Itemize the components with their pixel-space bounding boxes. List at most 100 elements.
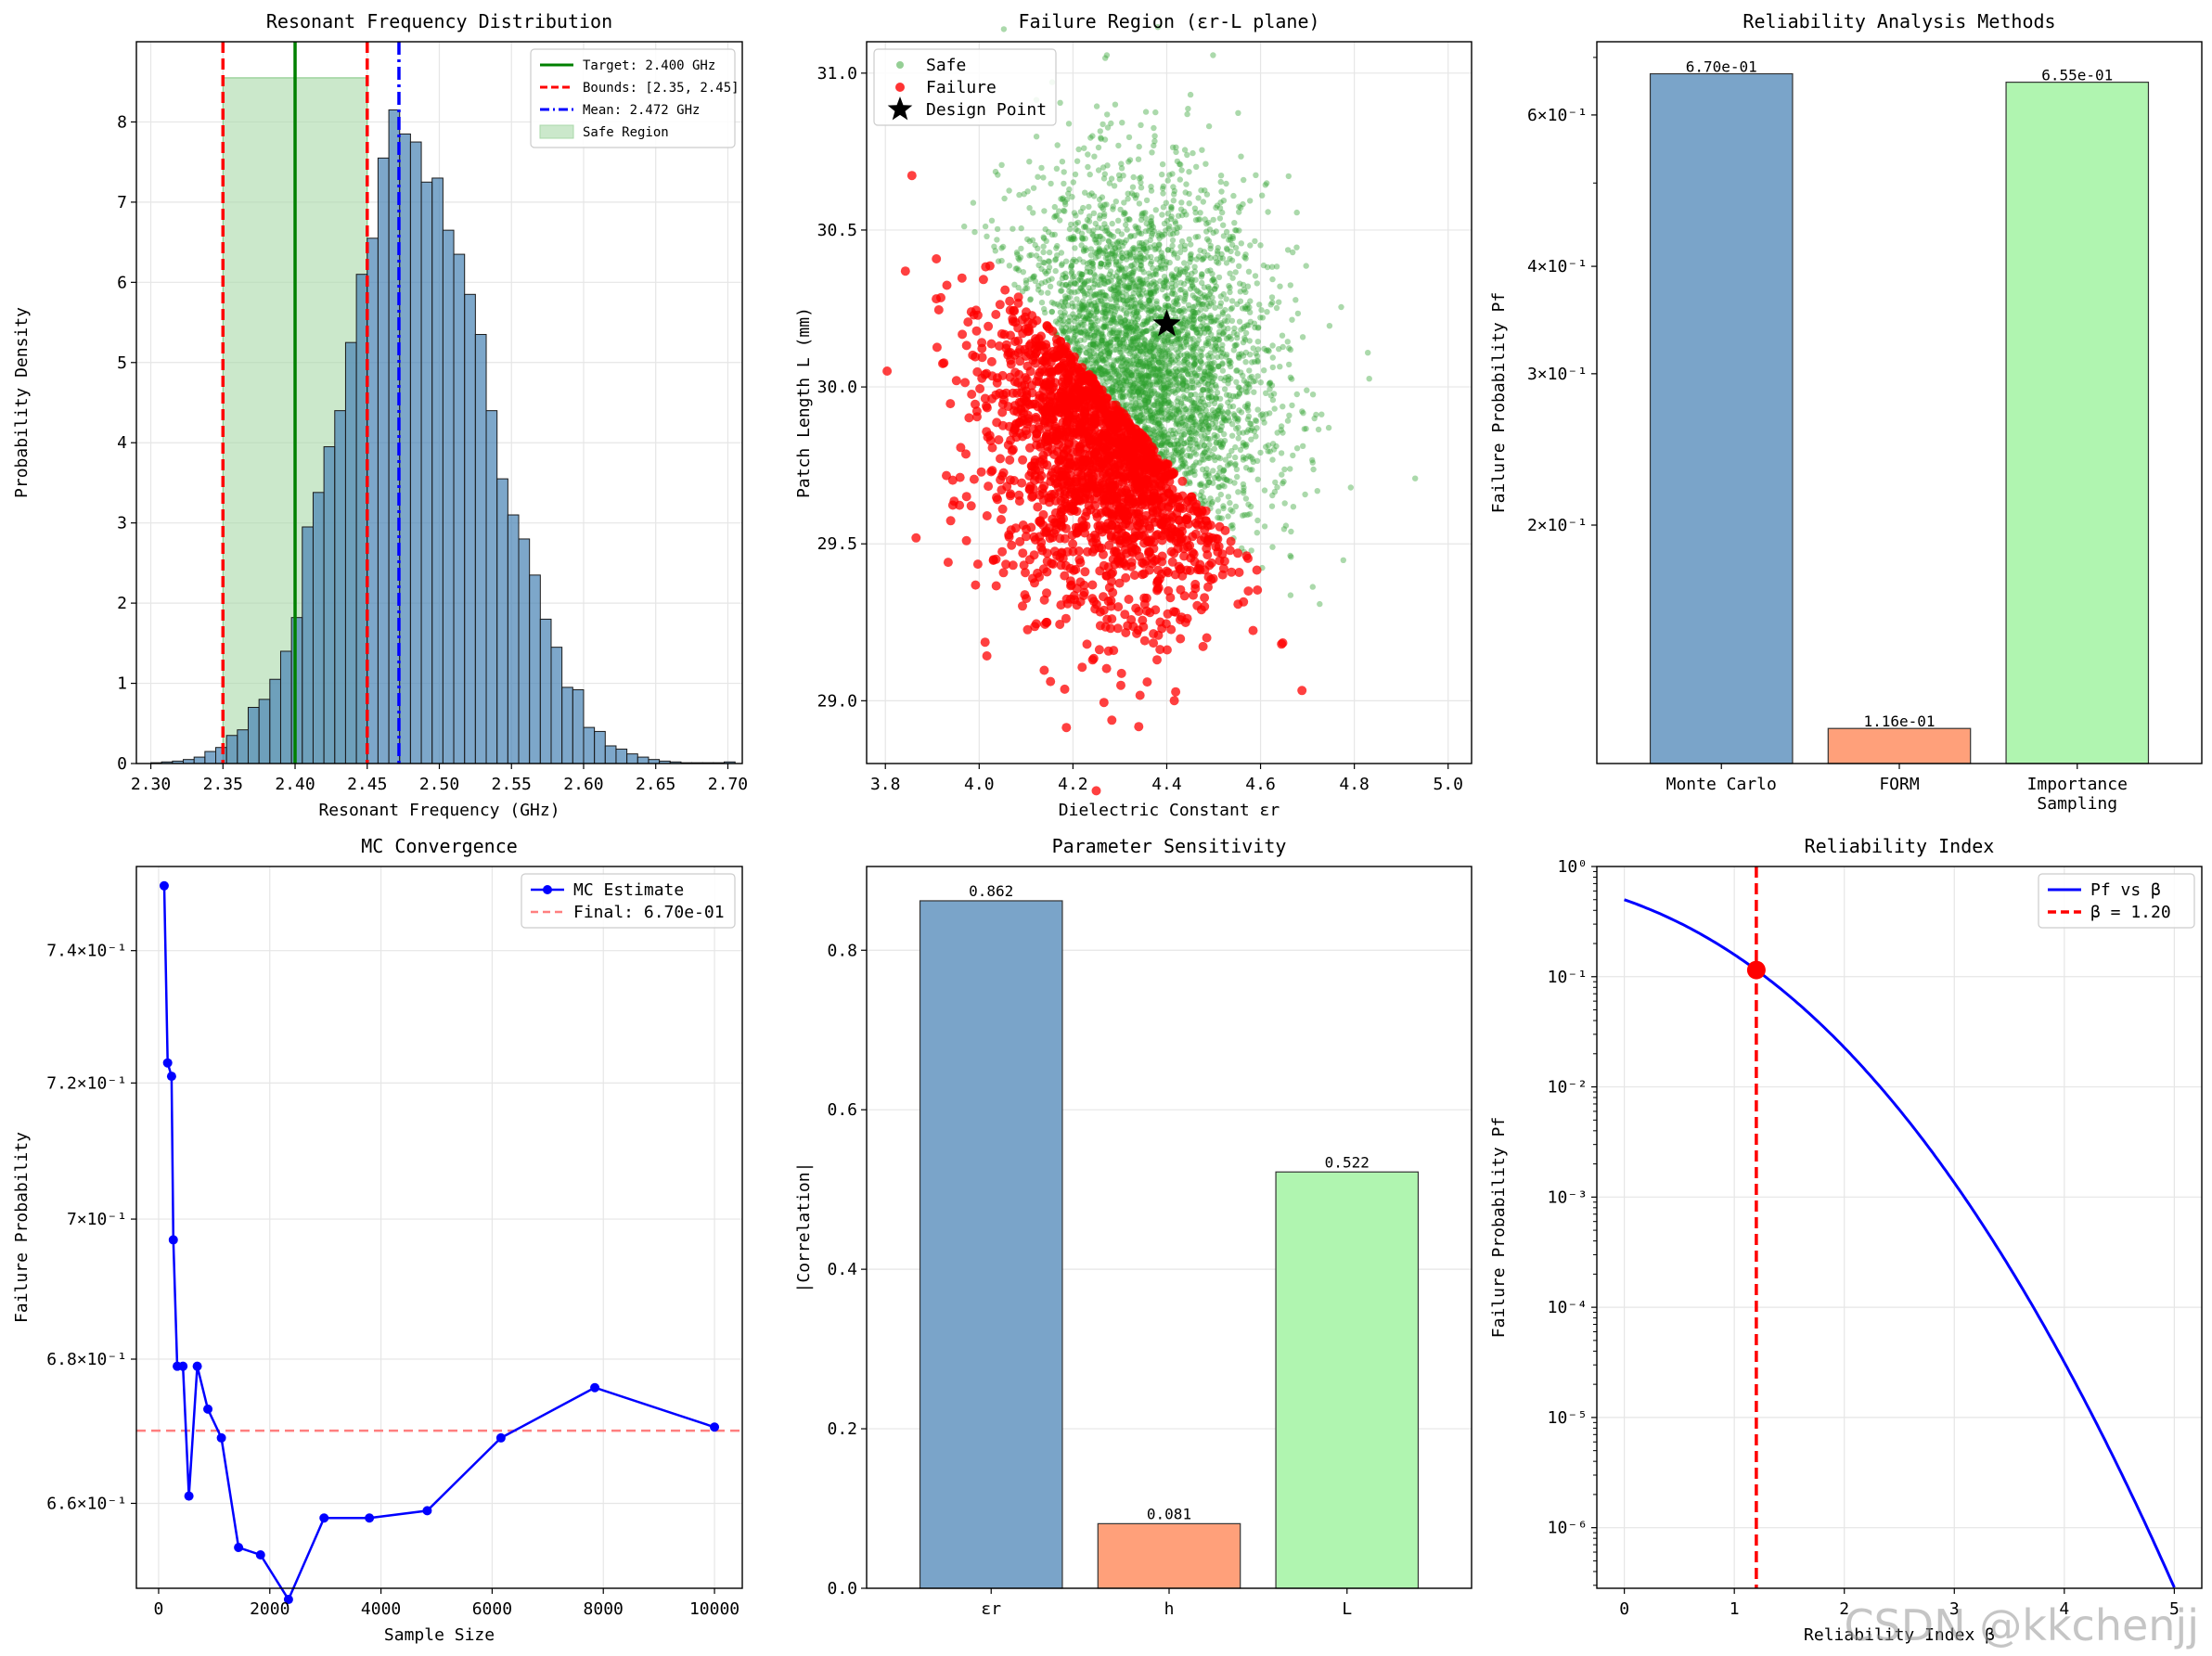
safe-point: [1174, 368, 1180, 375]
safe-point: [1095, 281, 1101, 289]
safe-point: [1161, 283, 1168, 289]
safe-point: [1263, 390, 1269, 396]
safe-point: [1109, 274, 1116, 280]
histogram-bar: [269, 678, 281, 764]
safe-point: [1149, 222, 1155, 229]
safe-point: [1153, 271, 1160, 277]
safe-point: [1243, 465, 1250, 471]
safe-point: [1098, 366, 1104, 372]
safe-point: [1119, 360, 1125, 366]
safe-point: [1102, 323, 1110, 329]
failure-point: [1129, 533, 1139, 543]
safe-point: [1207, 301, 1215, 307]
safe-point: [1132, 286, 1138, 293]
safe-point: [1216, 404, 1224, 411]
safe-point: [1211, 375, 1217, 381]
safe-point: [1006, 187, 1012, 194]
safe-point: [1280, 343, 1286, 351]
safe-point: [1181, 352, 1188, 358]
safe-point: [1252, 273, 1259, 279]
safe-point: [1085, 163, 1091, 171]
safe-point: [1089, 133, 1096, 139]
safe-point: [1139, 287, 1147, 293]
histogram-bar: [323, 446, 336, 764]
safe-point: [1138, 361, 1144, 368]
safe-point: [1138, 262, 1144, 268]
safe-point: [1183, 439, 1190, 445]
safe-point: [1135, 385, 1141, 392]
safe-point: [1216, 483, 1223, 491]
safe-point: [1231, 342, 1238, 349]
safe-point: [1103, 346, 1111, 353]
safe-point: [1062, 270, 1069, 276]
safe-point: [1121, 211, 1127, 218]
safe-point: [1158, 399, 1165, 405]
safe-point: [1130, 289, 1138, 297]
safe-point: [1193, 163, 1200, 170]
safe-point: [1167, 427, 1175, 434]
safe-point: [1071, 334, 1077, 340]
safe-point: [1246, 338, 1254, 344]
safe-point: [1241, 442, 1249, 448]
safe-point: [1176, 360, 1182, 366]
safe-point: [1184, 110, 1190, 118]
safe-point: [1112, 253, 1118, 260]
safe-point: [1209, 277, 1215, 284]
safe-point: [1101, 221, 1108, 227]
safe-point: [1100, 366, 1106, 373]
safe-point: [1277, 283, 1283, 289]
safe-point: [1192, 309, 1199, 316]
safe-point: [1171, 251, 1177, 258]
safe-point: [1189, 270, 1195, 277]
safe-point: [1241, 490, 1247, 496]
safe-point: [1111, 183, 1118, 189]
safe-point: [1182, 290, 1190, 298]
safe-point: [1206, 472, 1213, 479]
safe-point: [1202, 329, 1208, 336]
safe-point: [1045, 268, 1052, 275]
safe-point: [1223, 476, 1230, 483]
safe-point: [1107, 370, 1114, 377]
safe-point: [1145, 309, 1152, 315]
safe-point: [1148, 187, 1155, 194]
failure-point: [1139, 635, 1150, 646]
safe-point: [1122, 210, 1128, 217]
safe-point: [1164, 284, 1171, 291]
safe-point: [1159, 448, 1165, 455]
safe-point: [1301, 426, 1308, 432]
safe-point: [1181, 268, 1189, 276]
histogram-bar: [464, 293, 476, 764]
safe-point: [1052, 212, 1059, 219]
safe-point: [1129, 336, 1137, 343]
safe-point: [1114, 285, 1122, 291]
safe-point: [1118, 238, 1125, 246]
safe-point: [1038, 299, 1046, 306]
safe-point: [1132, 330, 1139, 337]
safe-point: [1133, 335, 1139, 341]
safe-point: [1128, 372, 1136, 379]
safe-point: [1059, 159, 1066, 165]
safe-point: [1138, 356, 1144, 363]
safe-point: [1235, 109, 1241, 117]
safe-point: [1131, 302, 1138, 309]
safe-point: [1136, 388, 1142, 395]
safe-point: [1151, 227, 1158, 235]
failure-point: [1063, 464, 1074, 474]
safe-point: [1147, 289, 1153, 295]
safe-point: [1168, 284, 1176, 290]
safe-point: [1268, 382, 1276, 389]
safe-point: [1221, 417, 1228, 424]
safe-point: [1117, 318, 1125, 325]
failure-point: [1027, 380, 1036, 391]
safe-point: [1216, 439, 1223, 446]
safe-point: [1214, 472, 1221, 480]
safe-point: [1184, 365, 1191, 372]
histogram-bar: [453, 253, 466, 764]
safe-point: [1098, 347, 1104, 354]
safe-point: [1217, 410, 1224, 417]
safe-point: [1153, 301, 1160, 307]
safe-point: [1106, 180, 1113, 186]
safe-point: [1192, 356, 1200, 363]
safe-point: [1138, 290, 1146, 298]
safe-point: [1161, 384, 1168, 391]
